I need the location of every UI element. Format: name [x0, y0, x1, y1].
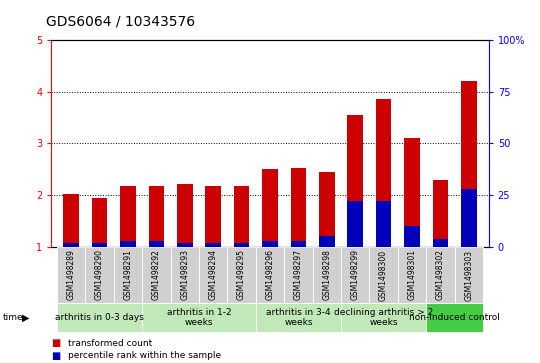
Text: GSM1498298: GSM1498298 — [322, 249, 332, 301]
Bar — [148, 241, 164, 247]
Bar — [369, 247, 398, 303]
Bar — [404, 138, 420, 247]
Bar — [426, 247, 455, 303]
Text: transformed count: transformed count — [68, 339, 152, 347]
Text: percentile rank within the sample: percentile rank within the sample — [68, 351, 221, 360]
Bar — [291, 168, 306, 247]
Text: GSM1498296: GSM1498296 — [266, 249, 274, 301]
Bar — [256, 247, 284, 303]
Bar — [63, 243, 79, 247]
Bar — [461, 189, 477, 247]
Text: GSM1498302: GSM1498302 — [436, 249, 445, 301]
Bar — [234, 243, 249, 247]
Text: declining arthritis > 2
weeks: declining arthritis > 2 weeks — [334, 308, 433, 327]
Text: ■: ■ — [51, 351, 60, 361]
Text: arthritis in 0-3 days: arthritis in 0-3 days — [55, 313, 144, 322]
Bar — [262, 241, 278, 247]
Text: time: time — [3, 313, 23, 322]
Bar — [291, 241, 306, 247]
Bar — [227, 247, 256, 303]
Bar — [120, 186, 136, 247]
Bar — [433, 180, 448, 247]
Bar — [256, 303, 341, 332]
Text: ▶: ▶ — [22, 313, 29, 323]
Bar — [92, 243, 107, 247]
Bar — [57, 303, 142, 332]
Bar — [341, 303, 426, 332]
Text: GSM1498297: GSM1498297 — [294, 249, 303, 301]
Bar — [142, 247, 171, 303]
Bar — [313, 247, 341, 303]
Text: arthritis in 3-4
weeks: arthritis in 3-4 weeks — [266, 308, 330, 327]
Bar — [284, 247, 313, 303]
Bar — [148, 186, 164, 247]
Text: GSM1498292: GSM1498292 — [152, 249, 161, 301]
Text: GSM1498295: GSM1498295 — [237, 249, 246, 301]
Bar — [319, 237, 335, 247]
Bar — [461, 81, 477, 247]
Bar — [262, 169, 278, 247]
Text: GSM1498300: GSM1498300 — [379, 249, 388, 301]
Bar — [199, 247, 227, 303]
Text: ■: ■ — [51, 338, 60, 348]
Bar — [376, 99, 392, 247]
Bar — [85, 247, 114, 303]
Bar — [171, 247, 199, 303]
Text: GSM1498290: GSM1498290 — [95, 249, 104, 301]
Text: GSM1498291: GSM1498291 — [124, 249, 132, 301]
Bar — [57, 247, 85, 303]
Bar — [433, 238, 448, 247]
Text: GSM1498299: GSM1498299 — [350, 249, 360, 301]
Bar — [319, 172, 335, 247]
Bar — [426, 303, 483, 332]
Bar — [177, 184, 193, 247]
Bar — [455, 247, 483, 303]
Bar — [234, 186, 249, 247]
Bar — [398, 247, 426, 303]
Bar — [120, 241, 136, 247]
Bar — [376, 201, 392, 247]
Bar — [347, 115, 363, 247]
Text: GSM1498289: GSM1498289 — [66, 249, 76, 301]
Bar — [341, 247, 369, 303]
Text: GSM1498293: GSM1498293 — [180, 249, 190, 301]
Bar — [205, 186, 221, 247]
Text: GDS6064 / 10343576: GDS6064 / 10343576 — [46, 15, 195, 29]
Bar — [114, 247, 142, 303]
Bar — [404, 226, 420, 247]
Text: non-induced control: non-induced control — [409, 313, 500, 322]
Text: GSM1498301: GSM1498301 — [408, 249, 416, 301]
Text: GSM1498303: GSM1498303 — [464, 249, 474, 301]
Bar — [177, 243, 193, 247]
Bar — [205, 243, 221, 247]
Bar — [142, 303, 256, 332]
Bar — [63, 193, 79, 247]
Bar — [92, 198, 107, 247]
Text: arthritis in 1-2
weeks: arthritis in 1-2 weeks — [167, 308, 231, 327]
Bar — [347, 201, 363, 247]
Text: GSM1498294: GSM1498294 — [208, 249, 218, 301]
